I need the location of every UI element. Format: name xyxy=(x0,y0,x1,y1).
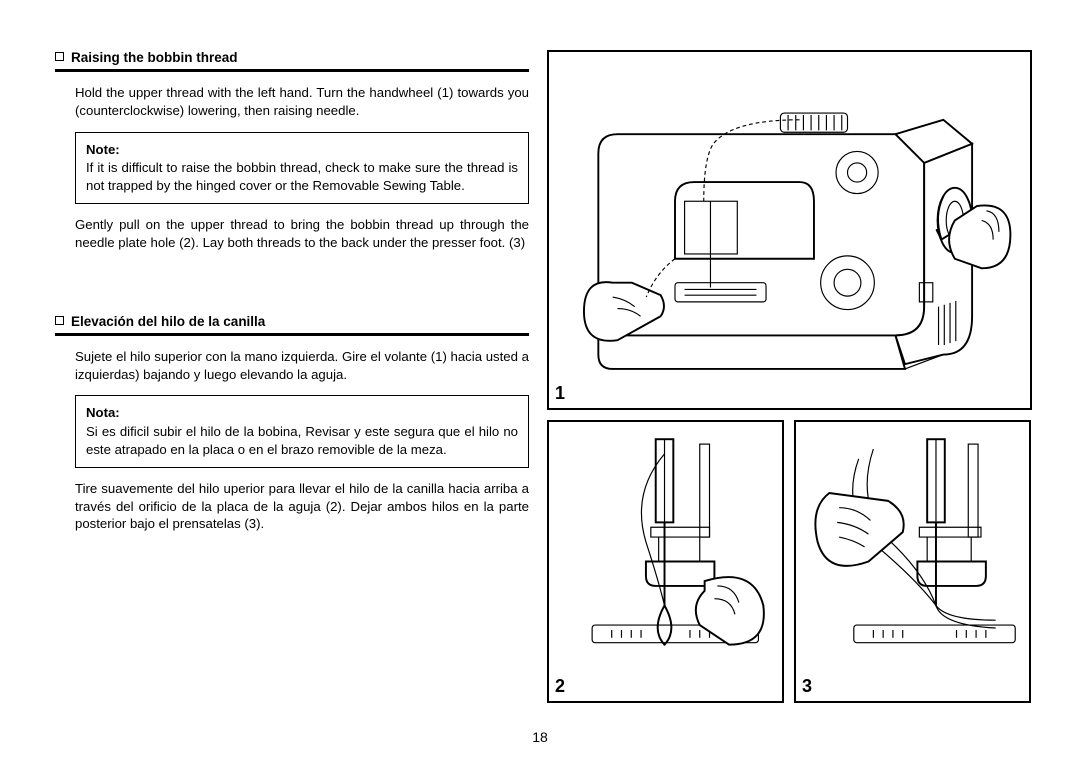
figure-3-illustration xyxy=(796,422,1029,701)
section-heading-es: Elevación del hilo de la canilla xyxy=(55,314,529,336)
figure-1-illustration xyxy=(549,52,1030,408)
figure-2-label: 2 xyxy=(555,676,565,697)
para-es-2: Tire suavemente del hilo uperior para ll… xyxy=(55,480,529,533)
figure-3-label: 3 xyxy=(802,676,812,697)
note-box-en: Note: If it is difficult to raise the bo… xyxy=(75,132,529,204)
note-body-es: Si es dificil subir el hilo de la bobina… xyxy=(86,424,518,457)
bullet-icon xyxy=(55,52,64,61)
para-en-2: Gently pull on the upper thread to bring… xyxy=(55,216,529,252)
para-es-1: Sujete el hilo superior con la mano izqu… xyxy=(55,348,529,384)
para-en-1: Hold the upper thread with the left hand… xyxy=(55,84,529,120)
figure-2-illustration xyxy=(549,422,782,701)
heading-en: Raising the bobbin thread xyxy=(71,50,238,65)
section-heading-en: Raising the bobbin thread xyxy=(55,50,529,72)
figure-column: 1 xyxy=(547,50,1032,705)
figure-row: 2 xyxy=(547,420,1032,703)
page-number: 18 xyxy=(0,729,1080,745)
manual-page: Raising the bobbin thread Hold the upper… xyxy=(55,50,1040,705)
figure-3: 3 xyxy=(794,420,1031,703)
heading-es: Elevación del hilo de la canilla xyxy=(71,314,265,329)
note-label-es: Nota: xyxy=(86,404,518,422)
figure-2: 2 xyxy=(547,420,784,703)
text-column: Raising the bobbin thread Hold the upper… xyxy=(55,50,529,705)
figure-1: 1 xyxy=(547,50,1032,410)
bullet-icon xyxy=(55,316,64,325)
note-box-es: Nota: Si es dificil subir el hilo de la … xyxy=(75,395,529,467)
figure-1-label: 1 xyxy=(555,383,565,404)
note-body-en: If it is difficult to raise the bobbin t… xyxy=(86,160,518,193)
note-label-en: Note: xyxy=(86,141,518,159)
